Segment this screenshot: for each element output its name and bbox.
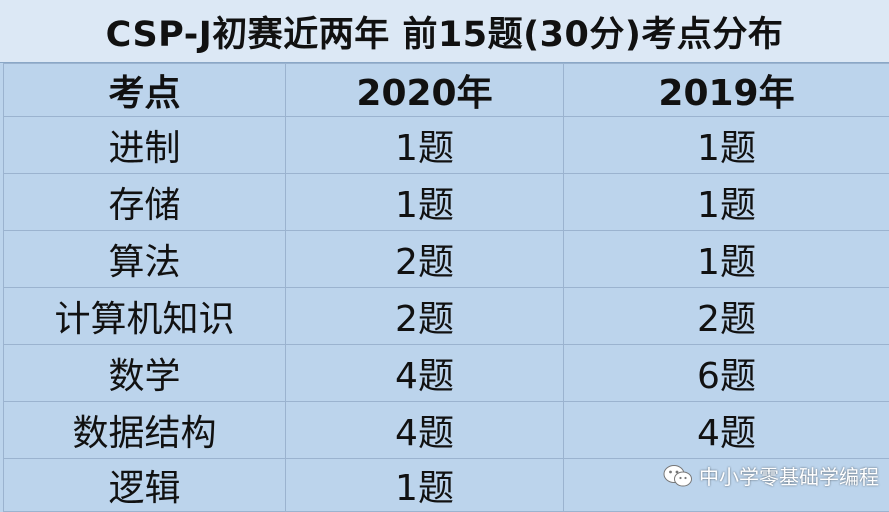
topic-cell: 进制 — [4, 117, 286, 174]
topic-cell: 计算机知识 — [4, 288, 286, 345]
count-2019-cell: 2题 — [564, 288, 889, 345]
table-row: 存储 1题 1题 — [4, 174, 889, 231]
column-header-topic: 考点 — [4, 64, 286, 117]
column-header-2019: 2019年 — [564, 64, 889, 117]
wechat-icon — [663, 464, 693, 488]
topic-distribution-table: 考点 2020年 2019年 进制 1题 1题 存储 1题 1题 算法 2题 1… — [3, 63, 889, 512]
topic-cell: 算法 — [4, 231, 286, 288]
watermark-text: 中小学零基础学编程 — [699, 461, 879, 490]
count-2020-cell: 2题 — [286, 288, 564, 345]
topic-cell: 数据结构 — [4, 402, 286, 459]
table-row: 计算机知识 2题 2题 — [4, 288, 889, 345]
column-header-2020: 2020年 — [286, 64, 564, 117]
count-2019-cell: 6题 — [564, 345, 889, 402]
page-title: CSP-J初赛近两年 前15题(30分)考点分布 — [0, 0, 889, 63]
count-2020-cell: 4题 — [286, 402, 564, 459]
count-2019-cell: 1题 — [564, 174, 889, 231]
count-2020-cell: 4题 — [286, 345, 564, 402]
count-2019-cell: 4题 — [564, 402, 889, 459]
count-2020-cell: 1题 — [286, 174, 564, 231]
table-row: 进制 1题 1题 — [4, 117, 889, 174]
topic-cell: 存储 — [4, 174, 286, 231]
table-header-row: 考点 2020年 2019年 — [4, 64, 889, 117]
watermark: 中小学零基础学编程 — [663, 461, 879, 490]
count-2020-cell: 2题 — [286, 231, 564, 288]
table-row: 数据结构 4题 4题 — [4, 402, 889, 459]
count-2020-cell: 1题 — [286, 117, 564, 174]
topic-cell: 数学 — [4, 345, 286, 402]
count-2019-cell: 1题 — [564, 117, 889, 174]
table-row: 算法 2题 1题 — [4, 231, 889, 288]
count-2019-cell: 1题 — [564, 231, 889, 288]
table-row: 数学 4题 6题 — [4, 345, 889, 402]
